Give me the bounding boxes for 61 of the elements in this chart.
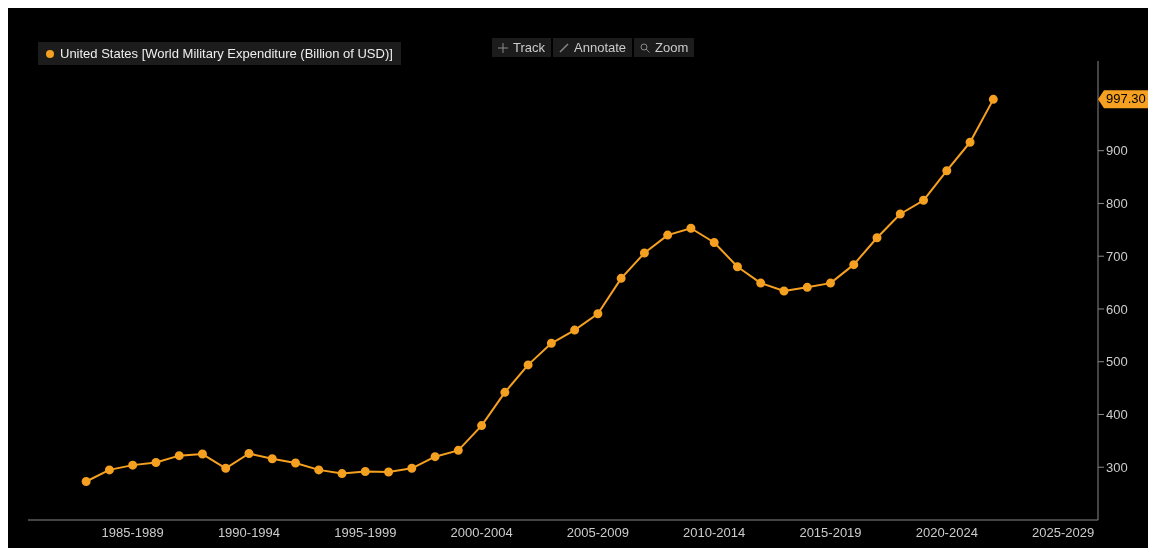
text: Zoom bbox=[655, 40, 689, 55]
y-tick-label: 300 bbox=[1106, 459, 1128, 475]
point bbox=[709, 237, 719, 247]
point bbox=[81, 476, 91, 486]
text: Track bbox=[513, 40, 546, 55]
point bbox=[291, 458, 300, 468]
y-tick-label: 900 bbox=[1106, 143, 1128, 159]
point bbox=[430, 452, 440, 462]
point bbox=[872, 233, 882, 243]
point bbox=[197, 449, 207, 459]
point bbox=[244, 449, 254, 459]
y-tick-label: 600 bbox=[1106, 301, 1128, 317]
text: 997.30 bbox=[1106, 91, 1146, 107]
point bbox=[314, 465, 324, 475]
y-tick-label: 500 bbox=[1106, 354, 1128, 370]
x-tick-label: 2000-2004 bbox=[450, 525, 513, 541]
point bbox=[756, 278, 766, 288]
point bbox=[826, 278, 835, 288]
point bbox=[570, 325, 580, 335]
point bbox=[453, 445, 463, 455]
point bbox=[686, 223, 696, 233]
point bbox=[546, 338, 556, 348]
point bbox=[616, 273, 626, 283]
point bbox=[221, 463, 231, 473]
point bbox=[639, 248, 649, 258]
x-tick-label: 2005-2009 bbox=[566, 525, 629, 541]
point bbox=[407, 463, 417, 473]
x-tick-label: 1990-1994 bbox=[217, 525, 281, 541]
x-tick-label: 2020-2024 bbox=[915, 525, 978, 541]
point bbox=[267, 454, 277, 464]
point bbox=[523, 360, 533, 370]
x-tick-label: 1995-1999 bbox=[334, 525, 397, 541]
text: Annotate bbox=[574, 40, 627, 55]
x-tick-label: 2015-2019 bbox=[799, 525, 862, 541]
y-tick-label: 700 bbox=[1106, 248, 1128, 264]
x-tick-label: 2025-2029 bbox=[1032, 525, 1095, 541]
point bbox=[779, 286, 789, 296]
point bbox=[477, 421, 487, 431]
point bbox=[360, 466, 370, 476]
point bbox=[895, 209, 905, 219]
point bbox=[151, 457, 161, 467]
y-tick-label: 800 bbox=[1106, 196, 1128, 212]
point bbox=[663, 230, 673, 240]
point bbox=[965, 137, 975, 147]
point bbox=[849, 260, 859, 270]
x-tick-label: 2010-2014 bbox=[683, 525, 746, 541]
x-tick-label: 1985-1989 bbox=[101, 525, 164, 541]
point bbox=[104, 465, 114, 475]
point bbox=[802, 282, 812, 292]
legend-label: United States [World Military Expenditure (Billion of USD)] bbox=[60, 46, 393, 61]
point bbox=[174, 451, 184, 461]
point bbox=[919, 195, 929, 205]
y-tick-label: 400 bbox=[1106, 407, 1128, 423]
point bbox=[732, 262, 742, 272]
point bbox=[988, 94, 998, 104]
point bbox=[128, 460, 138, 470]
point bbox=[500, 387, 510, 397]
point bbox=[337, 469, 347, 479]
point bbox=[384, 467, 394, 477]
point bbox=[942, 166, 952, 176]
point bbox=[593, 309, 603, 319]
